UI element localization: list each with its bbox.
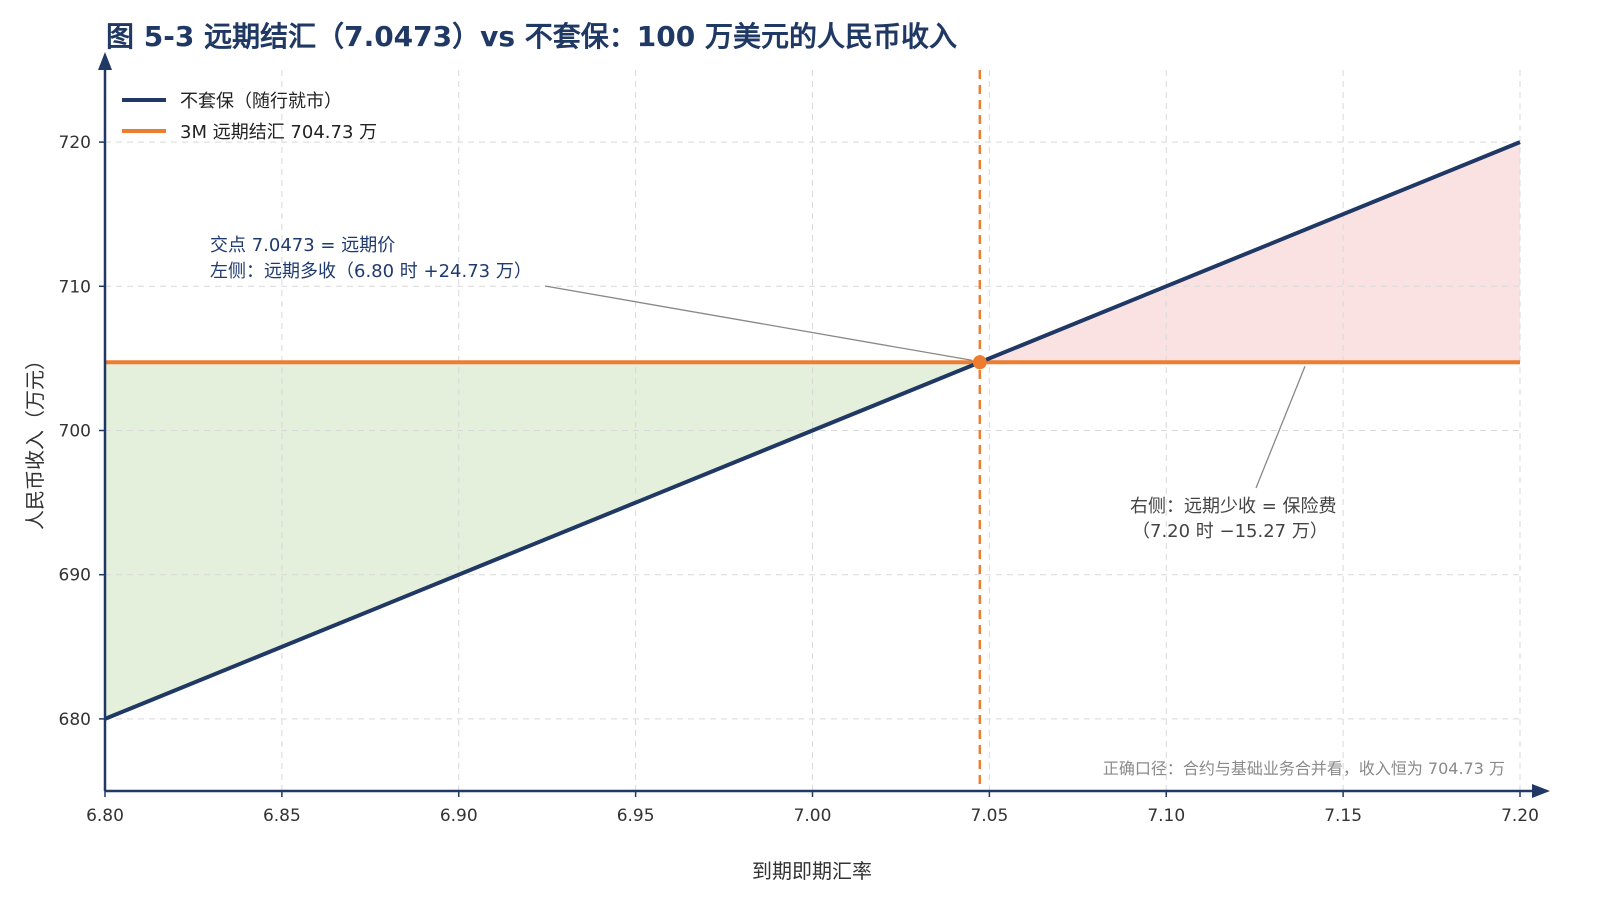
- x-tick-label: 6.95: [617, 806, 655, 826]
- x-tick-label: 6.80: [86, 806, 124, 826]
- x-axis-label: 到期即期汇率: [752, 859, 872, 883]
- x-tick-label: 7.10: [1147, 806, 1185, 826]
- annotations: 交点 7.0473 = 远期价 左侧：远期多收（6.80 时 +24.73 万）…: [210, 235, 1505, 778]
- annotation-right-leader: [1255, 366, 1306, 489]
- x-tick-label: 7.05: [970, 806, 1008, 826]
- x-axis-arrow: [1532, 784, 1550, 798]
- y-axis-arrow: [98, 52, 112, 70]
- chart-title: 图 5-3 远期结汇（7.0473）vs 不套保：100 万美元的人民币收入: [106, 20, 957, 53]
- x-tick-label: 6.90: [440, 806, 478, 826]
- footer-note: 正确口径：合约与基础业务合并看，收入恒为 704.73 万: [1103, 759, 1505, 778]
- annotation-left-leader: [544, 285, 972, 361]
- series-lines: [104, 70, 1521, 791]
- series-unhedged-line: [104, 140, 1521, 721]
- annotation-right-line2: （7.20 时 −15.27 万）: [1132, 521, 1328, 542]
- y-tick-label: 700: [59, 422, 91, 442]
- annotation-left-line2: 左侧：远期多收（6.80 时 +24.73 万）: [210, 261, 532, 282]
- y-tick-label: 680: [59, 710, 91, 730]
- x-tick-label: 7.15: [1324, 806, 1362, 826]
- legend: 不套保（随行就市） 3M 远期结汇 704.73 万: [122, 91, 377, 143]
- x-tick-label: 7.20: [1501, 806, 1539, 826]
- annotation-left-line1: 交点 7.0473 = 远期价: [210, 235, 395, 256]
- axes: [98, 52, 1550, 798]
- intersection-point: [972, 355, 987, 370]
- legend-label-forward: 3M 远期结汇 704.73 万: [180, 122, 377, 143]
- annotation-right-line1: 右侧：远期少收 = 保险费: [1130, 496, 1337, 517]
- y-tick-label: 720: [59, 133, 91, 153]
- y-axis-label: 人民币收入（万元）: [23, 350, 47, 530]
- y-tick-label: 710: [59, 277, 91, 297]
- legend-label-unhedged: 不套保（随行就市）: [180, 91, 342, 112]
- y-tick-label: 690: [59, 566, 91, 586]
- x-tick-label: 6.85: [263, 806, 301, 826]
- tick-labels: 6.80 6.85 6.90 6.95 7.00 7.05 7.10 7.15 7.20 680 6…: [59, 133, 1539, 826]
- x-tick-label: 7.00: [794, 806, 832, 826]
